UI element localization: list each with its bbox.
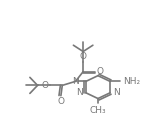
Text: O: O [57,97,64,106]
Text: NH₂: NH₂ [123,77,140,86]
Text: O: O [97,67,104,76]
Text: N: N [113,88,120,97]
Text: CH₃: CH₃ [90,106,106,115]
Text: O: O [41,81,48,90]
Text: O: O [80,52,87,61]
Text: N: N [72,77,79,86]
Text: N: N [76,88,83,97]
